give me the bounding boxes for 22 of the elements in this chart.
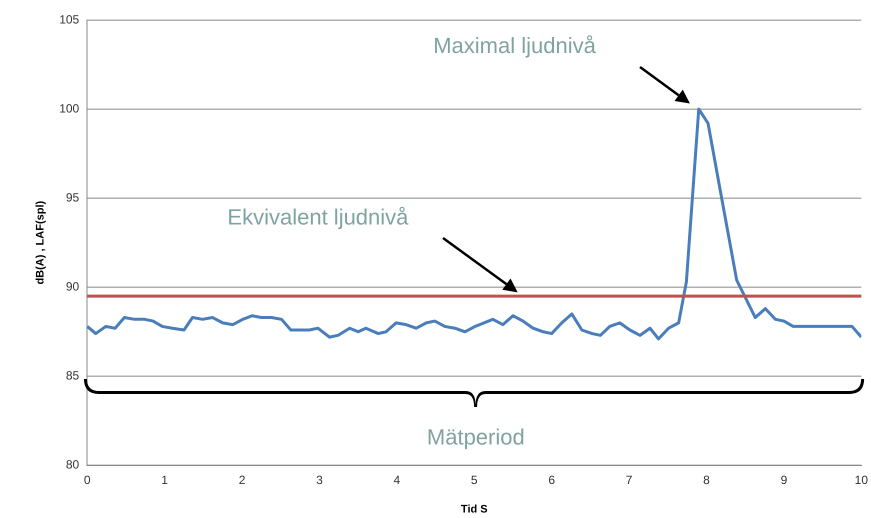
y-tick-label: 80 xyxy=(66,458,80,472)
y-axis-title: dB(A) , LAF(spl) xyxy=(34,200,47,285)
x-tick-label: 4 xyxy=(394,472,401,487)
y-tick-label: 85 xyxy=(66,368,80,383)
x-tick-label: 6 xyxy=(548,472,556,487)
annotation: Ekvivalent ljudnivå xyxy=(227,204,410,230)
x-axis-title: Tid S xyxy=(460,503,488,516)
x-tick-label: 0 xyxy=(84,472,91,487)
x-tick-label: 10 xyxy=(854,472,868,487)
x-tick-label: 5 xyxy=(470,472,478,487)
x-tick-label: 9 xyxy=(780,472,788,487)
y-tick-label: 100 xyxy=(59,101,80,116)
annotation: Mätperiod xyxy=(426,424,525,450)
x-tick-label: 3 xyxy=(316,472,324,487)
y-tick-label: 90 xyxy=(66,280,80,294)
y-tick-label: 95 xyxy=(66,190,80,204)
x-tick-label: 2 xyxy=(238,472,246,487)
x-tick-label: 1 xyxy=(161,472,168,487)
x-tick-label: 7 xyxy=(626,472,633,487)
annotation: Maximal ljudnivå xyxy=(433,32,597,58)
y-tick-label: 105 xyxy=(59,12,80,26)
x-tick-label: 8 xyxy=(703,472,710,487)
